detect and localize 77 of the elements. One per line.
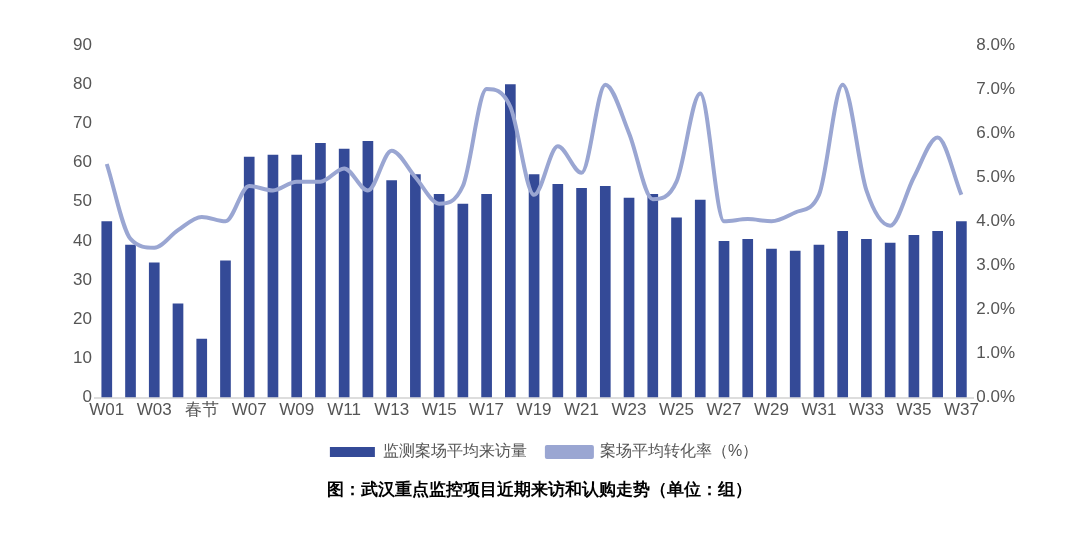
bar [884,242,896,398]
x-tick-label: W15 [421,400,457,420]
x-tick-label: W29 [753,400,789,420]
x-tick-label: W17 [469,400,505,420]
x-tick-label: W23 [611,400,647,420]
y-tick-label: 90 [72,34,92,54]
bar [125,244,136,398]
bar [481,193,492,398]
bar [148,262,160,398]
bar [457,203,469,398]
bar [718,240,730,398]
x-tick-label: W31 [801,400,837,420]
y2-tick-label: 4.0% [976,210,1015,230]
bar [362,140,374,398]
y2-tick-label: 2.0% [976,299,1015,319]
legend-label: 监测案场平均来访量 [382,442,527,460]
y-tick-label: 20 [72,308,92,328]
y-tick-label: 70 [72,113,92,133]
bar [623,197,635,398]
y2-tick-label: 6.0% [976,122,1015,142]
bar [552,184,564,398]
line-series [104,82,964,250]
bar [172,303,184,398]
x-tick-label: W27 [706,400,742,420]
x-tick-label: W07 [231,400,267,420]
x-tick-label: W11 [327,400,362,420]
bar [196,338,208,398]
bar [505,84,516,398]
x-tick-label: W37 [943,400,979,420]
bar [766,248,777,398]
bar [932,231,943,398]
x-tick-label: 春节 [184,400,219,420]
bar [576,188,587,398]
bar [956,221,967,398]
bar [861,238,872,398]
bar [528,174,540,398]
bar [647,193,659,398]
x-tick-label: W03 [136,400,172,420]
x-tick-label: W01 [89,400,125,420]
y-tick-label: 40 [72,230,92,250]
legend-label: 案场平均转化率（%） [599,442,759,460]
bar [671,217,682,398]
bar [410,174,421,398]
x-tick-label: W09 [279,400,315,420]
x-tick-label: W33 [848,400,884,420]
y-tick-label: 10 [72,348,92,368]
y-tick-label: 60 [72,152,92,172]
text: 图：武汉重点监控项目近期来访和认购走势（单位：组） [325,478,753,501]
x-tick-label: W13 [374,400,410,420]
y2-tick-label: 8.0% [976,34,1015,54]
bar [338,148,350,398]
y-tick-label: 30 [72,269,92,289]
bar [267,154,279,398]
y2-tick-label: 5.0% [976,166,1015,186]
bar [599,186,611,398]
x-tick-label: W19 [516,400,552,420]
y2-tick-label: 3.0% [976,255,1015,275]
x-tick-label: W25 [659,400,694,420]
bar [243,156,255,398]
bar [742,238,754,398]
bar [291,154,303,398]
bar [813,244,825,398]
bar [908,235,920,398]
x-tick-label: W35 [896,400,932,420]
bar [386,180,397,398]
bar [220,260,231,398]
bar [315,142,326,398]
x-tick-label: W21 [564,400,600,420]
y2-tick-label: 1.0% [976,343,1015,363]
y2-tick-label: 7.0% [976,78,1015,98]
bar [694,199,706,398]
y-tick-label: 80 [72,73,92,93]
bar [837,231,849,398]
bar [789,250,801,398]
y-tick-label: 50 [72,191,92,211]
bar [101,221,113,398]
bar [433,193,445,398]
